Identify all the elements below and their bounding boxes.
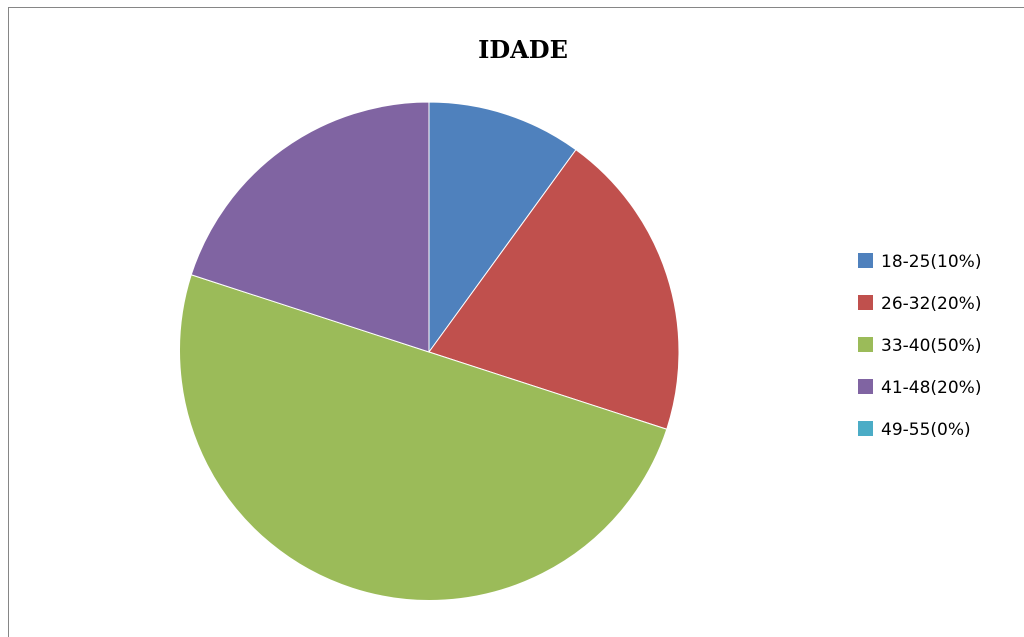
legend-label-49-55: 49-55(0%) [881, 420, 971, 440]
legend-swatch-49-55 [858, 421, 873, 436]
pie-slice-41-48 [190, 101, 430, 353]
legend-label-18-25: 18-25(10%) [881, 252, 981, 272]
legend-swatch-33-40 [858, 337, 873, 352]
legend: 18-25(10%) 26-32(20%) 33-40(50%) 41-48(20%)… [858, 252, 981, 440]
pie-slice-26-32 [428, 149, 680, 430]
pie-slice-33-40 [179, 274, 668, 601]
legend-swatch-18-25 [858, 253, 873, 268]
legend-label-41-48: 41-48(20%) [881, 378, 981, 398]
legend-swatch-26-32 [858, 295, 873, 310]
pie-slice-18-25 [428, 101, 577, 354]
legend-label-26-32: 26-32(20%) [881, 294, 981, 314]
legend-swatch-41-48 [858, 379, 873, 394]
pie-slices [179, 101, 680, 601]
legend-label-33-40: 33-40(50%) [881, 336, 981, 356]
chart-title: IDADE [478, 35, 568, 64]
